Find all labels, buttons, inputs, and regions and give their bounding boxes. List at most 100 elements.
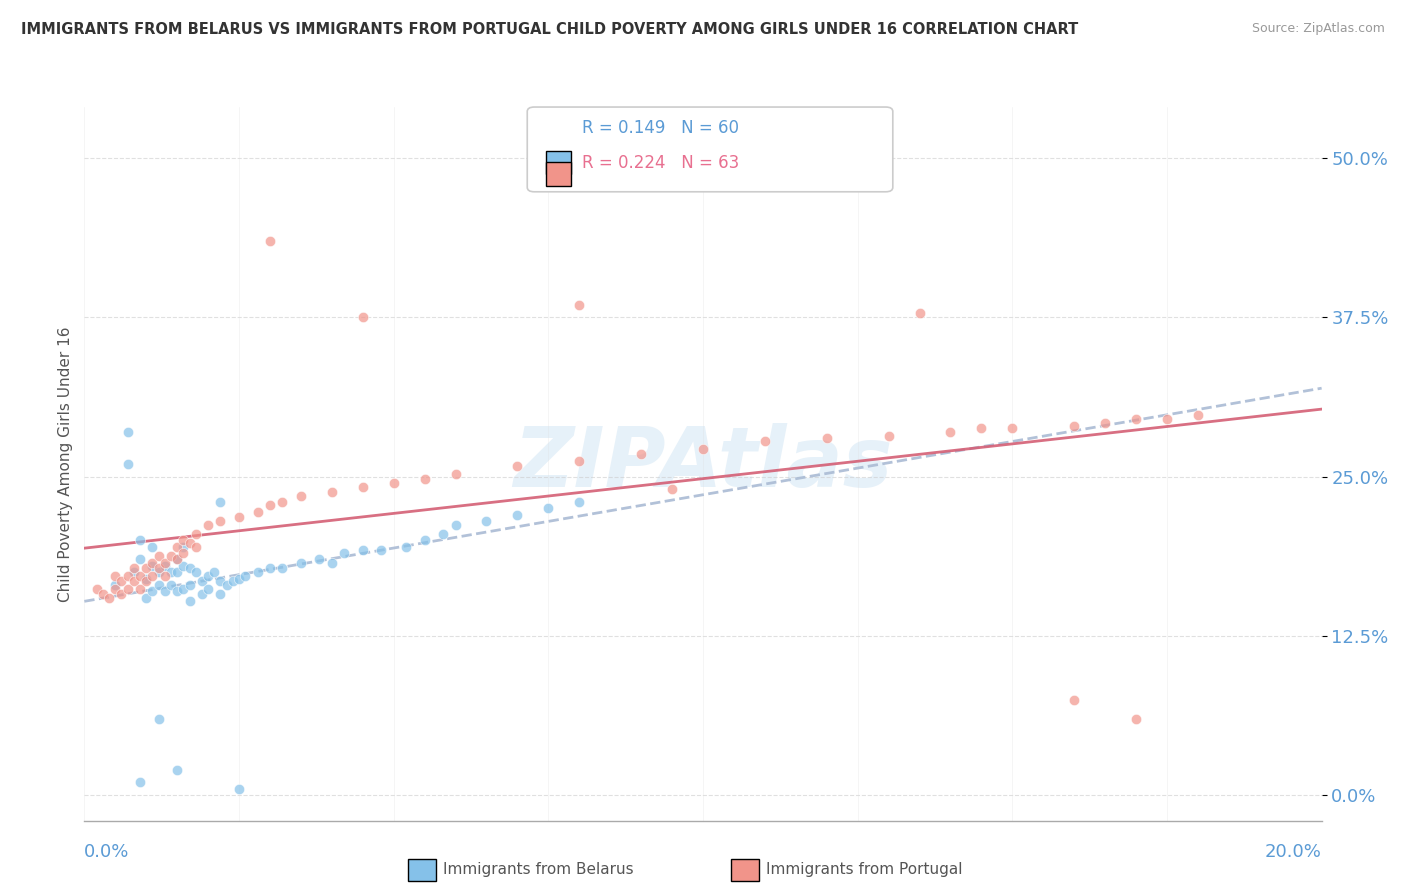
Point: [1125, 712, 1147, 726]
Text: 0.0%: 0.0%: [84, 843, 129, 861]
Point: [191, 587, 214, 601]
Point: [148, 565, 170, 579]
Point: [215, 578, 238, 592]
Point: [166, 584, 188, 599]
Text: Immigrants from Portugal: Immigrants from Portugal: [766, 863, 963, 877]
Point: [160, 578, 183, 592]
Point: [191, 574, 214, 588]
Point: [117, 457, 139, 471]
Point: [246, 565, 269, 579]
Point: [141, 556, 163, 570]
Point: [166, 552, 188, 566]
Point: [135, 572, 157, 586]
Point: [259, 234, 281, 248]
Point: [209, 514, 232, 528]
Point: [506, 508, 529, 522]
Point: [135, 591, 157, 605]
Point: [692, 442, 714, 456]
Point: [290, 556, 312, 570]
Point: [259, 498, 281, 512]
Point: [160, 565, 183, 579]
Point: [1094, 416, 1116, 430]
Point: [1187, 409, 1209, 423]
Point: [129, 533, 152, 548]
Text: R = 0.224   N = 63: R = 0.224 N = 63: [582, 154, 740, 172]
Point: [395, 540, 418, 554]
Point: [970, 421, 993, 435]
Point: [172, 546, 194, 560]
Point: [117, 582, 139, 596]
Point: [148, 561, 170, 575]
Point: [202, 565, 225, 579]
Point: [630, 447, 652, 461]
Point: [506, 459, 529, 474]
Text: Immigrants from Belarus: Immigrants from Belarus: [443, 863, 634, 877]
Point: [321, 556, 343, 570]
Point: [148, 712, 170, 726]
Point: [153, 558, 176, 573]
Point: [117, 425, 139, 439]
Point: [110, 587, 132, 601]
Point: [271, 561, 294, 575]
Point: [754, 434, 776, 448]
Point: [110, 574, 132, 588]
Point: [141, 558, 163, 573]
Point: [209, 587, 232, 601]
Point: [939, 425, 962, 439]
Point: [179, 578, 201, 592]
Point: [122, 574, 145, 588]
Point: [153, 569, 176, 583]
Point: [184, 540, 207, 554]
Point: [271, 495, 294, 509]
Point: [661, 483, 683, 497]
Point: [308, 552, 330, 566]
Point: [135, 574, 157, 588]
Point: [104, 569, 127, 583]
Text: ZIPAtlas: ZIPAtlas: [513, 424, 893, 504]
Point: [153, 584, 176, 599]
Point: [370, 543, 392, 558]
Point: [172, 582, 194, 596]
Point: [568, 495, 591, 509]
Point: [908, 306, 931, 320]
Point: [352, 480, 374, 494]
Point: [129, 569, 152, 583]
Point: [129, 775, 152, 789]
Point: [172, 533, 194, 548]
Point: [122, 561, 145, 575]
Point: [160, 549, 183, 563]
Text: IMMIGRANTS FROM BELARUS VS IMMIGRANTS FROM PORTUGAL CHILD POVERTY AMONG GIRLS UN: IMMIGRANTS FROM BELARUS VS IMMIGRANTS FR…: [21, 22, 1078, 37]
Point: [179, 536, 201, 550]
Point: [568, 454, 591, 468]
Point: [228, 510, 250, 524]
Point: [444, 467, 467, 481]
Point: [184, 565, 207, 579]
Point: [815, 431, 838, 445]
Point: [444, 518, 467, 533]
Point: [197, 582, 219, 596]
Point: [172, 540, 194, 554]
Point: [197, 518, 219, 533]
Text: R = 0.149   N = 60: R = 0.149 N = 60: [582, 119, 740, 136]
Text: Source: ZipAtlas.com: Source: ZipAtlas.com: [1251, 22, 1385, 36]
Point: [98, 591, 121, 605]
Point: [141, 569, 163, 583]
Point: [233, 569, 256, 583]
Point: [290, 489, 312, 503]
Point: [166, 540, 188, 554]
Point: [166, 763, 188, 777]
Point: [352, 543, 374, 558]
Point: [413, 533, 436, 548]
Point: [209, 574, 232, 588]
Point: [148, 578, 170, 592]
Point: [197, 569, 219, 583]
Point: [129, 552, 152, 566]
Point: [179, 561, 201, 575]
Point: [228, 781, 250, 796]
Point: [228, 572, 250, 586]
Point: [104, 582, 127, 596]
Point: [209, 495, 232, 509]
Point: [1063, 692, 1085, 706]
Point: [129, 582, 152, 596]
Point: [104, 578, 127, 592]
